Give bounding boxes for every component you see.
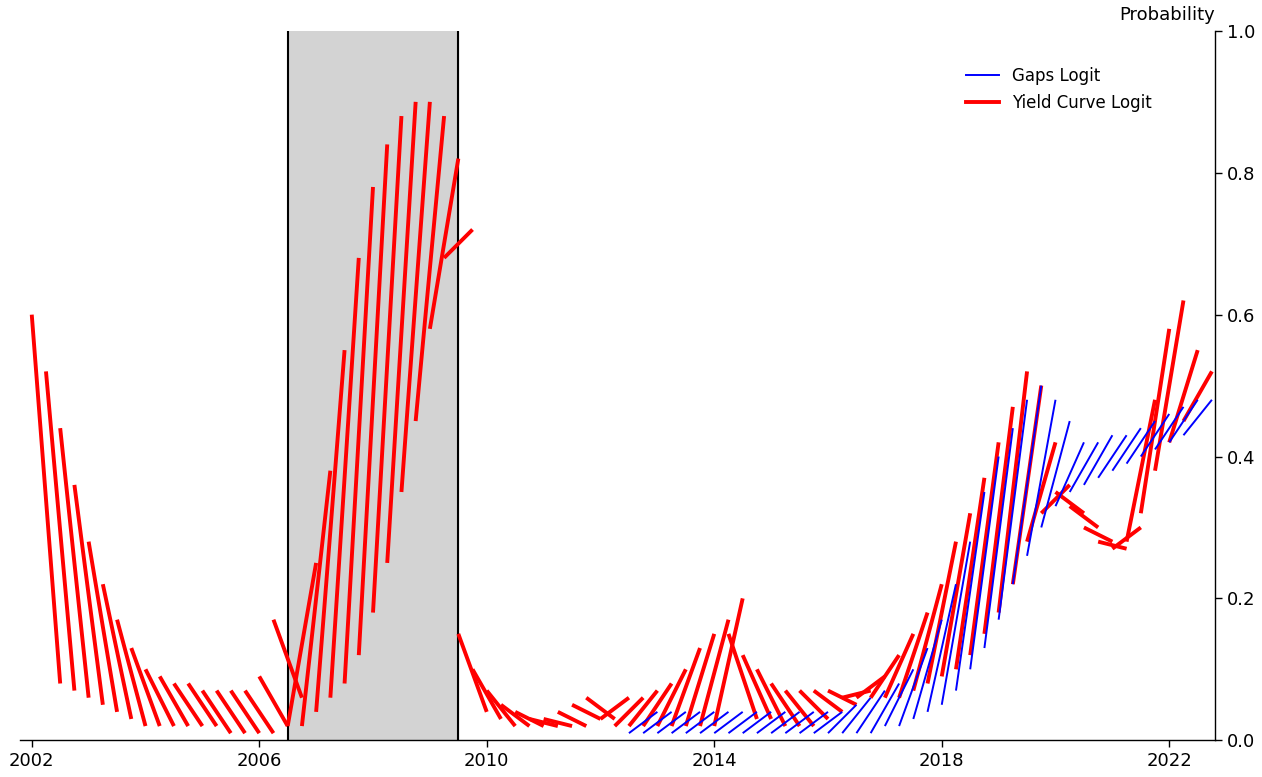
- Text: Probability: Probability: [1119, 6, 1215, 24]
- Bar: [288, 31, 458, 740]
- Legend: Gaps Logit, Yield Curve Logit: Gaps Logit, Yield Curve Logit: [959, 61, 1159, 118]
